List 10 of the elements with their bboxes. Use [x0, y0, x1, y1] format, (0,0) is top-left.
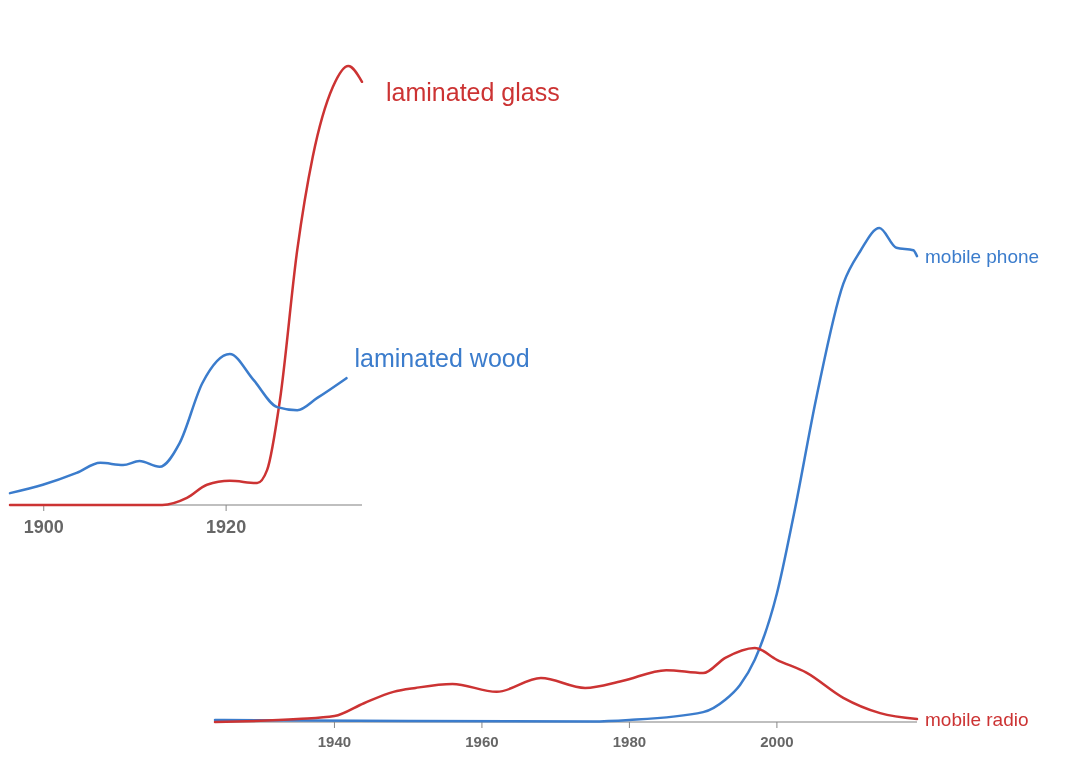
series-label: mobile radio — [925, 708, 1029, 730]
x-tick-label: 1960 — [465, 733, 499, 750]
x-tick-label: 1900 — [23, 517, 64, 537]
x-tick-label: 1940 — [317, 733, 352, 750]
x-tick-label: 2000 — [760, 733, 794, 750]
x-tick-label: 1980 — [612, 733, 647, 750]
series-label: laminated glass — [386, 77, 560, 106]
series-label: laminated wood — [354, 343, 530, 372]
x-tick-label: 1920 — [206, 517, 247, 537]
series-label: mobile phone — [925, 245, 1040, 267]
